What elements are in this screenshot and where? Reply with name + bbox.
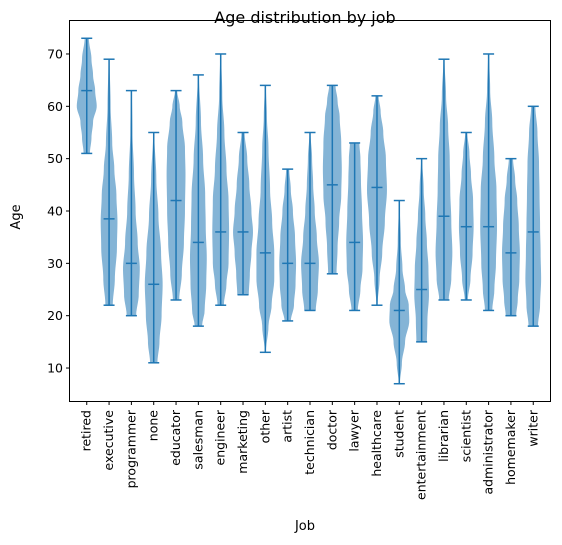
- violin-student: [389, 199, 410, 385]
- violin-entertainment: [414, 157, 429, 343]
- violin-retired: [76, 37, 97, 155]
- x-tick-label-scientist: scientist: [458, 410, 473, 462]
- x-tick-label-healthcare: healthcare: [369, 410, 384, 477]
- violin-other: [256, 84, 275, 354]
- x-tick-label-engineer: engineer: [213, 409, 228, 465]
- violin-salesman: [189, 74, 207, 327]
- x-axis: retired executive programmer none educator sa…: [79, 401, 540, 500]
- x-tick-label-salesman: salesman: [190, 410, 205, 470]
- x-tick-label-technician: technician: [302, 410, 317, 475]
- y-axis: 10 20 30 40 50 60 70: [47, 46, 70, 376]
- violin-executive: [100, 58, 118, 306]
- y-tick-label-70: 70: [47, 46, 63, 61]
- y-tick-label-40: 40: [47, 204, 63, 219]
- violin-administrator: [480, 53, 497, 312]
- violin-lawyer: [346, 142, 364, 312]
- violin-programmer: [123, 89, 140, 317]
- plot-area: [76, 37, 542, 385]
- x-tick-label-homemaker: homemaker: [503, 409, 518, 485]
- y-tick-label-10: 10: [47, 361, 63, 376]
- x-tick-label-artist: artist: [280, 410, 295, 443]
- x-tick-label-lawyer: lawyer: [347, 409, 362, 451]
- violin-engineer: [212, 53, 230, 306]
- x-tick-label-programmer: programmer: [123, 409, 138, 488]
- x-axis-label: Job: [294, 519, 315, 534]
- violin-scientist: [458, 131, 474, 301]
- violin-technician: [301, 131, 319, 312]
- y-tick-label-20: 20: [47, 308, 63, 323]
- x-tick-label-entertainment: entertainment: [414, 410, 429, 500]
- y-tick-label-60: 60: [47, 99, 63, 114]
- y-tick-label-30: 30: [47, 256, 63, 271]
- violin-artist: [279, 168, 297, 322]
- x-tick-label-educator: educator: [168, 409, 183, 466]
- x-tick-label-librarian: librarian: [436, 410, 451, 462]
- x-tick-label-doctor: doctor: [324, 409, 339, 450]
- violin-homemaker: [502, 157, 520, 317]
- x-tick-label-retired: retired: [79, 410, 94, 451]
- x-tick-label-other: other: [257, 409, 272, 443]
- x-tick-label-writer: writer: [525, 409, 540, 446]
- x-tick-label-administrator: administrator: [481, 409, 496, 494]
- violin-educator: [166, 89, 186, 301]
- chart-title: Age distribution by job: [214, 8, 395, 27]
- violin-marketing: [233, 131, 253, 296]
- x-tick-label-none: none: [146, 410, 161, 441]
- violin-writer: [525, 105, 542, 327]
- violin-healthcare: [367, 95, 387, 306]
- x-tick-label-student: student: [391, 410, 406, 458]
- y-axis-label: Age: [9, 204, 24, 229]
- x-tick-label-executive: executive: [101, 410, 116, 471]
- violin-none: [144, 131, 163, 364]
- x-tick-label-marketing: marketing: [235, 410, 250, 474]
- y-tick-label-50: 50: [47, 151, 63, 166]
- violin-librarian: [435, 58, 453, 301]
- violin-doctor: [322, 84, 342, 275]
